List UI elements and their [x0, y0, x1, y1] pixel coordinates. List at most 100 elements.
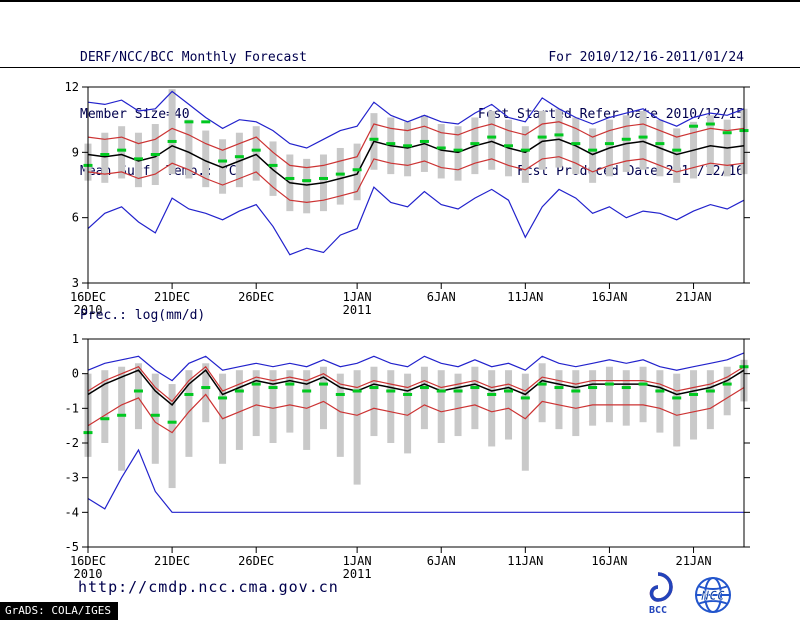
ensemble-spread: [252, 126, 260, 181]
bcc-logo: BCC: [649, 572, 673, 616]
ensemble-spread: [454, 126, 462, 181]
x-tick-year: 2011: [343, 303, 372, 317]
ensemble-spread: [656, 370, 664, 433]
ensemble-spread: [336, 373, 344, 457]
ensemble-spread: [168, 384, 176, 489]
site-url: http://cmdp.ncc.cma.gov.cn: [78, 578, 339, 596]
ensemble-spread: [252, 370, 260, 437]
ensemble-spread: [185, 119, 193, 179]
ensemble-spread: [723, 366, 731, 416]
ensemble-spread: [151, 373, 159, 464]
y-tick-label: 3: [72, 276, 79, 290]
x-tick-year: 2010: [74, 303, 103, 317]
ensemble-spread: [437, 370, 445, 443]
ncc-logo-label: NCC: [700, 589, 725, 604]
ensemble-spread: [202, 363, 210, 423]
ensemble-spread: [404, 121, 412, 177]
ensemble-spread: [690, 370, 698, 440]
ensemble-spread: [269, 370, 277, 443]
ensemble-spread: [168, 89, 176, 175]
ensemble-spread: [286, 370, 294, 433]
ensemble-spread: [488, 370, 496, 447]
header-divider: [0, 67, 800, 68]
ensemble-spread: [269, 141, 277, 196]
x-tick-label: 26DEC: [238, 290, 274, 304]
ensemble-spread: [589, 370, 597, 426]
ensemble-spread: [101, 370, 109, 443]
x-tick-label: 11JAN: [507, 290, 543, 304]
x-tick-label: 1JAN: [343, 290, 372, 304]
forecast-range-label: For 2010/12/16-2011/01/24: [548, 50, 744, 65]
series-plus-std: [87, 121, 745, 169]
ensemble-spread: [202, 130, 210, 188]
series-max: [87, 90, 745, 149]
ncc-logo: NCC: [695, 577, 731, 613]
x-tick-label: 1JAN: [343, 554, 372, 568]
ensemble-spread: [370, 366, 378, 437]
ensemble-spread: [303, 370, 311, 450]
ensemble-spread: [673, 128, 681, 183]
ensemble-spread: [420, 366, 428, 430]
series-ensemble-mean: [87, 369, 745, 406]
series-minus-std: [87, 156, 745, 204]
ensemble-spread: [118, 366, 126, 471]
y-tick-label: 9: [72, 145, 79, 159]
bcc-logo-label: BCC: [649, 605, 667, 616]
y-tick-label: 6: [72, 211, 79, 225]
ensemble-spread: [605, 366, 613, 423]
series-max: [87, 352, 745, 382]
ensemble-spread: [336, 147, 344, 205]
x-tick-label: 16DEC: [70, 554, 106, 568]
x-tick-label: 21DEC: [154, 554, 190, 568]
header-right: For 2010/12/16-2011/01/24 Fcst Started R…: [478, 10, 744, 219]
series-minus-std: [87, 386, 745, 434]
y-tick-label: -5: [65, 540, 79, 554]
x-tick-label: 16JAN: [591, 290, 627, 304]
y-tick-label: -1: [65, 401, 79, 415]
ensemble-spread: [639, 366, 647, 423]
x-tick-label: 6JAN: [427, 290, 456, 304]
ensemble-spread: [538, 110, 546, 170]
ensemble-spread: [538, 363, 546, 423]
ensemble-spread: [387, 370, 395, 443]
ensemble-spread: [488, 110, 496, 170]
ensemble-spread: [134, 363, 142, 430]
ensemble-spread: [185, 370, 193, 457]
ensemble-spread: [521, 373, 529, 471]
ensemble-spread: [303, 158, 311, 214]
ensemble-spread: [572, 370, 580, 437]
prec-chart-title: Prec.: log(mm/d): [80, 308, 206, 323]
y-tick-label: 1: [72, 332, 79, 346]
ensemble-spread: [555, 370, 563, 430]
series-ensemble-mean: [87, 138, 745, 186]
y-tick-label: -4: [65, 505, 79, 519]
ensemble-spread: [555, 108, 563, 168]
ensemble-spread: [521, 126, 529, 183]
y-tick-label: 12: [65, 80, 79, 94]
x-tick-year: 2010: [74, 567, 103, 581]
x-tick-year: 2011: [343, 567, 372, 581]
x-tick-label: 16JAN: [591, 554, 627, 568]
series-min: [87, 186, 745, 256]
ensemble-spread: [706, 115, 714, 175]
x-tick-label: 26DEC: [238, 554, 274, 568]
ensemble-spread: [706, 370, 714, 430]
y-tick-label: -2: [65, 436, 79, 450]
x-tick-label: 21JAN: [675, 554, 711, 568]
y-tick-label: -3: [65, 471, 79, 485]
page-title: DERF/NCC/BCC Monthly Forecast: [80, 50, 307, 65]
ensemble-spread: [118, 126, 126, 179]
x-tick-label: 21DEC: [154, 290, 190, 304]
x-tick-label: 11JAN: [507, 554, 543, 568]
ensemble-spread: [319, 366, 327, 430]
x-tick-label: 16DEC: [70, 290, 106, 304]
ensemble-spread: [437, 124, 445, 179]
ensemble-spread: [353, 143, 361, 201]
ensemble-spread: [471, 366, 479, 430]
ensemble-spread: [589, 128, 597, 183]
series-plus-std: [87, 365, 745, 403]
ensemble-spread: [235, 370, 243, 450]
